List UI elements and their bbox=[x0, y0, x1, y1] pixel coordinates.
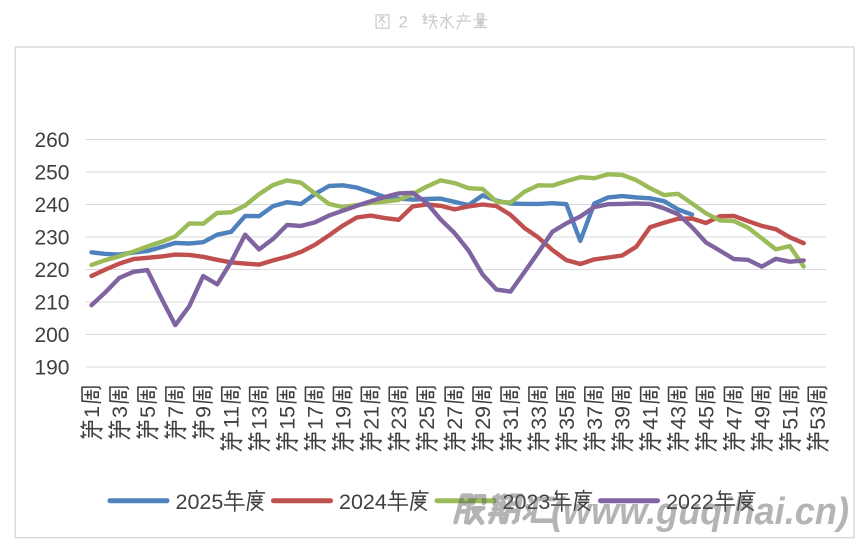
svg-text:240: 240 bbox=[34, 194, 69, 217]
svg-text:1: 1 bbox=[80, 406, 104, 418]
svg-text:43: 43 bbox=[667, 406, 691, 430]
svg-text:13: 13 bbox=[248, 406, 272, 430]
svg-text:39: 39 bbox=[611, 406, 635, 430]
svg-text:2024: 2024 bbox=[339, 490, 387, 514]
svg-text:29: 29 bbox=[471, 406, 495, 430]
svg-text:220: 220 bbox=[34, 259, 69, 282]
svg-text:53: 53 bbox=[806, 406, 830, 430]
svg-text:7: 7 bbox=[164, 406, 188, 418]
svg-text:(www.guqihai.cn): (www.guqihai.cn) bbox=[551, 491, 849, 533]
svg-text:3: 3 bbox=[108, 406, 132, 418]
svg-text:200: 200 bbox=[34, 324, 69, 347]
svg-text:45: 45 bbox=[695, 406, 719, 430]
svg-text:23: 23 bbox=[387, 406, 411, 430]
svg-text:31: 31 bbox=[499, 406, 523, 430]
svg-text:2: 2 bbox=[399, 13, 408, 32]
svg-text:17: 17 bbox=[303, 406, 327, 430]
svg-text:37: 37 bbox=[583, 406, 607, 430]
svg-text:9: 9 bbox=[192, 406, 216, 418]
svg-text:49: 49 bbox=[750, 406, 774, 430]
svg-text:47: 47 bbox=[722, 406, 746, 430]
svg-text:260: 260 bbox=[34, 129, 69, 152]
svg-text:27: 27 bbox=[443, 406, 467, 430]
svg-text:19: 19 bbox=[331, 406, 355, 430]
svg-text:33: 33 bbox=[527, 406, 551, 430]
svg-text:2022: 2022 bbox=[666, 490, 714, 514]
svg-text:11: 11 bbox=[220, 406, 244, 428]
svg-text:250: 250 bbox=[34, 162, 69, 185]
svg-text:2023: 2023 bbox=[503, 490, 551, 514]
svg-text:230: 230 bbox=[34, 227, 69, 250]
svg-text:5: 5 bbox=[136, 406, 160, 418]
svg-text:210: 210 bbox=[34, 292, 69, 315]
svg-text:51: 51 bbox=[778, 406, 802, 430]
svg-text:190: 190 bbox=[34, 357, 69, 380]
svg-text:15: 15 bbox=[276, 406, 300, 430]
svg-text:25: 25 bbox=[415, 406, 439, 430]
svg-text:21: 21 bbox=[359, 406, 383, 430]
svg-text:2025: 2025 bbox=[176, 490, 224, 514]
svg-text:41: 41 bbox=[639, 406, 663, 430]
svg-text:35: 35 bbox=[555, 406, 579, 430]
